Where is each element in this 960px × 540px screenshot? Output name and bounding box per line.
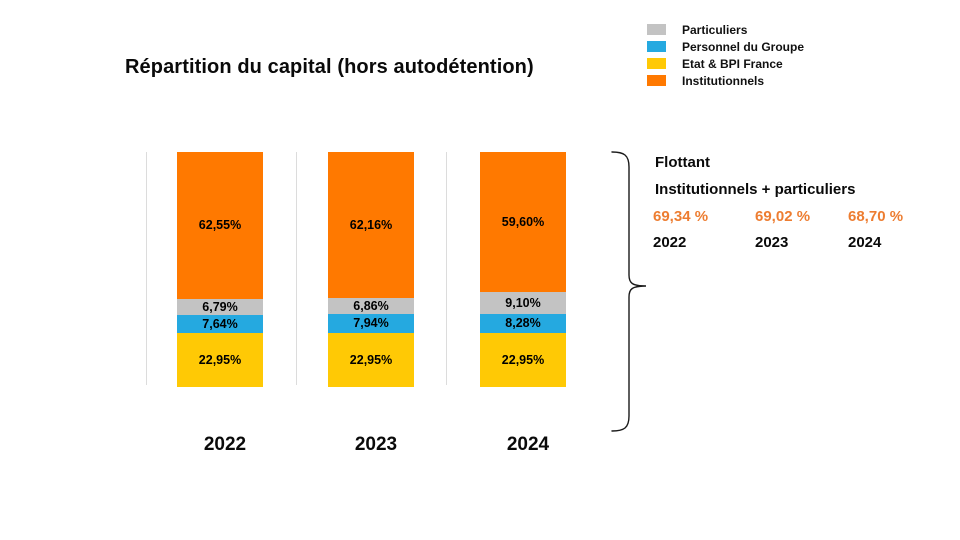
bar-segment: 9,10%: [480, 292, 566, 314]
annotation-subheading: Institutionnels + particuliers: [655, 181, 856, 198]
x-axis-label-2022: 2022: [203, 434, 247, 455]
bar-segment: 7,94%: [328, 314, 414, 334]
bar-segment: 6,86%: [328, 298, 414, 315]
category-separator-line: [446, 152, 447, 385]
bar-segment: 62,55%: [177, 152, 263, 300]
legend: Particuliers Personnel du Groupe Etat & BP…: [647, 21, 804, 89]
legend-item: Particuliers: [647, 21, 804, 38]
stacked-bar-2023: 62,16% 6,86% 7,94% 22,95%: [328, 152, 414, 387]
x-axis-label-2023: 2023: [354, 434, 398, 455]
legend-label: Particuliers: [682, 22, 748, 37]
bar-segment: 8,28%: [480, 313, 566, 334]
bar-segment-label: 6,86%: [353, 299, 389, 314]
legend-label: Institutionnels: [682, 73, 764, 88]
flottant-value: 69,34 %: [653, 208, 709, 225]
legend-swatch: [647, 24, 666, 35]
bar-segment-label: 8,28%: [505, 316, 541, 331]
x-axis-label-2024: 2024: [506, 434, 550, 455]
bar-segment: 6,79%: [177, 299, 263, 316]
bar-segment: 22,95%: [328, 333, 414, 387]
bar-segment-label: 59,60%: [501, 214, 545, 229]
bar-segment-label: 7,94%: [353, 316, 389, 331]
flottant-value: 69,02 %: [755, 208, 811, 225]
category-separator-line: [296, 152, 297, 385]
bar-segment-label: 6,79%: [202, 299, 238, 314]
bar-segment: 59,60%: [480, 152, 566, 293]
flottant-year: 2023: [755, 234, 789, 251]
flottant-value: 68,70 %: [848, 208, 904, 225]
bar-segment: 7,64%: [177, 315, 263, 334]
flottant-entry: 69,02 % 2023: [755, 209, 855, 251]
legend-swatch: [647, 41, 666, 52]
chart-title: Répartition du capital (hors autodétenti…: [125, 56, 534, 78]
legend-label: Personnel du Groupe: [682, 39, 805, 54]
bar-segment: 22,95%: [480, 333, 566, 387]
brace-icon: [611, 151, 647, 432]
flottant-entry: 69,34 % 2022: [653, 209, 753, 251]
legend-item: Etat & BPI France: [647, 55, 804, 72]
stacked-bar-2022: 62,55% 6,79% 7,64% 22,95%: [177, 152, 263, 387]
bar-segment: 22,95%: [177, 333, 263, 387]
legend-item: Personnel du Groupe: [647, 38, 804, 55]
annotation-heading: Flottant: [655, 154, 710, 171]
legend-swatch: [647, 58, 666, 69]
flottant-year: 2022: [653, 234, 687, 251]
legend-label: Etat & BPI France: [682, 56, 783, 71]
bar-segment-label: 9,10%: [505, 295, 541, 310]
legend-swatch: [647, 75, 666, 86]
flottant-year: 2024: [848, 234, 882, 251]
flottant-entry: 68,70 % 2024: [848, 209, 948, 251]
bar-segment: 62,16%: [328, 152, 414, 299]
legend-item: Institutionnels: [647, 72, 804, 89]
stacked-bar-2024: 59,60% 9,10% 8,28% 22,95%: [480, 152, 566, 387]
bar-segment-label: 22,95%: [349, 352, 393, 367]
bar-segment-label: 7,64%: [202, 316, 238, 331]
bar-segment-label: 62,55%: [198, 218, 242, 233]
flottant-annotation: Flottant Institutionnels + particuliers: [655, 155, 945, 198]
bar-segment-label: 62,16%: [349, 217, 393, 232]
bar-segment-label: 22,95%: [501, 352, 545, 367]
category-separator-line: [146, 152, 147, 385]
bar-segment-label: 22,95%: [198, 352, 242, 367]
